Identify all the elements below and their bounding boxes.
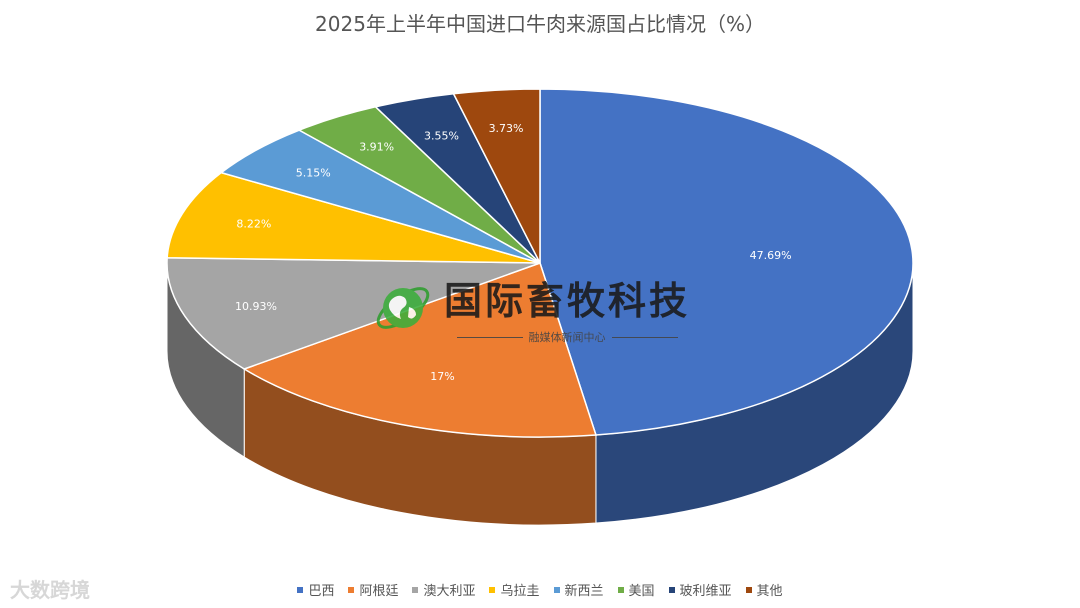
data-label-5: 3.91% [359, 141, 394, 154]
watermark-title: 国际畜牧科技 [444, 279, 691, 323]
legend-label-2: 澳大利亚 [423, 584, 476, 599]
data-label-0: 47.69% [750, 249, 792, 262]
legend-label-1: 阿根廷 [359, 584, 399, 599]
legend-swatch-1 [348, 586, 355, 593]
slice-7 [452, 88, 541, 264]
legend-swatch-5 [617, 586, 624, 593]
legend-item-3: 乌拉圭 [489, 580, 540, 599]
legend-label-7: 其他 [756, 584, 783, 599]
data-label-3: 8.22% [236, 217, 271, 230]
data-label-2: 10.93% [235, 300, 277, 313]
data-label-4: 5.15% [296, 167, 331, 180]
legend-label-4: 新西兰 [564, 584, 604, 599]
legend-label-0: 巴西 [308, 584, 335, 599]
slice-1 [242, 262, 597, 438]
corner-logo: 大数跨境 [10, 578, 90, 602]
legend-item-7: 其他 [745, 580, 783, 599]
chart-legend: 巴西 阿根廷 澳大利亚 乌拉圭 新西兰 美国 玻利维亚 其他 [0, 580, 1080, 599]
legend-item-6: 玻利维亚 [668, 580, 732, 599]
legend-item-2: 澳大利亚 [412, 580, 475, 599]
data-label-6: 3.55% [424, 129, 459, 142]
legend-swatch-3 [489, 586, 496, 593]
legend-swatch-4 [553, 586, 560, 593]
slice-0 [539, 88, 914, 436]
legend-item-0: 巴西 [297, 580, 334, 599]
legend-item-4: 新西兰 [553, 580, 604, 599]
legend-item-1: 阿根廷 [348, 580, 398, 599]
slice-2 [166, 256, 541, 370]
data-label-7: 3.73% [489, 122, 524, 135]
legend-label-6: 玻利维亚 [679, 584, 732, 599]
watermark-subtitle: 融媒体新闻中心 [528, 331, 606, 344]
legend-swatch-6 [668, 586, 675, 593]
legend-label-5: 美国 [628, 584, 655, 599]
globe-icon [376, 286, 430, 329]
pie-labels: 47.69% 17% 10.93% 8.22% 5.15% 3.91% 3.55% 3.73% [235, 122, 792, 383]
legend-swatch-0 [297, 586, 304, 593]
legend-swatch-2 [412, 586, 419, 593]
legend-item-5: 美国 [617, 580, 655, 599]
pie-tops [166, 88, 914, 438]
watermark: 国际畜牧科技 融媒体新闻中心 [372, 270, 690, 345]
data-label-1: 17% [430, 370, 454, 383]
legend-label-3: 乌拉圭 [500, 584, 540, 599]
chart-title: 2025年上半年中国进口牛肉来源国占比情况（%） [315, 12, 765, 36]
legend-swatch-7 [745, 586, 752, 593]
slice-3 [166, 171, 541, 264]
